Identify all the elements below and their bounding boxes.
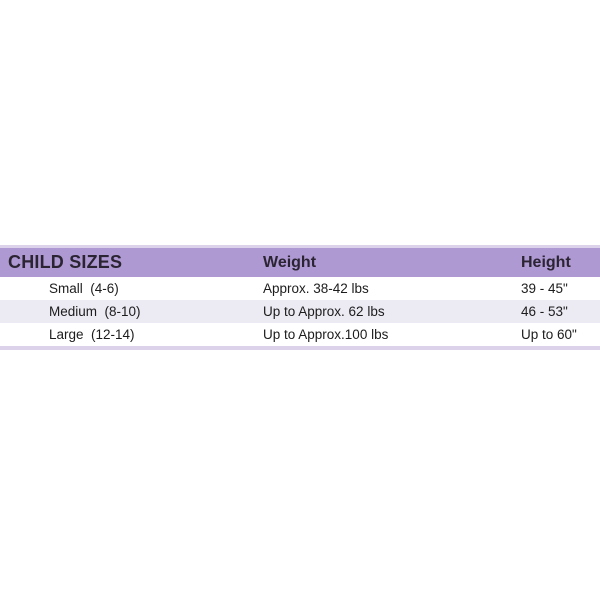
- height-cell: Up to 60": [521, 327, 577, 342]
- table-row-large: Large (12-14) Up to Approx.100 lbs Up to…: [0, 323, 600, 346]
- child-size-chart-table: CHILD SIZES Weight Height Small (4-6) Ap…: [0, 245, 600, 350]
- bottom-stripe: [0, 346, 600, 350]
- weight-cell: Up to Approx.100 lbs: [263, 327, 389, 342]
- height-cell: 46 - 53": [521, 304, 568, 319]
- table-row-medium: Medium (8-10) Up to Approx. 62 lbs 46 - …: [0, 300, 600, 323]
- header-cell-child-sizes: CHILD SIZES: [8, 252, 123, 272]
- header-cell-weight: Weight: [263, 253, 317, 271]
- size-cell: Small (4-6): [49, 281, 119, 296]
- weight-cell: Approx. 38-42 lbs: [263, 281, 369, 296]
- size-cell: Large (12-14): [49, 327, 135, 342]
- weight-cell: Up to Approx. 62 lbs: [263, 304, 385, 319]
- table-header-row: CHILD SIZES Weight Height: [0, 248, 600, 277]
- size-cell: Medium (8-10): [49, 304, 141, 319]
- height-cell: 39 - 45": [521, 281, 568, 296]
- top-stripe: [0, 245, 600, 248]
- table-row-small: Small (4-6) Approx. 38-42 lbs 39 - 45": [0, 277, 600, 300]
- header-cell-height: Height: [521, 253, 571, 271]
